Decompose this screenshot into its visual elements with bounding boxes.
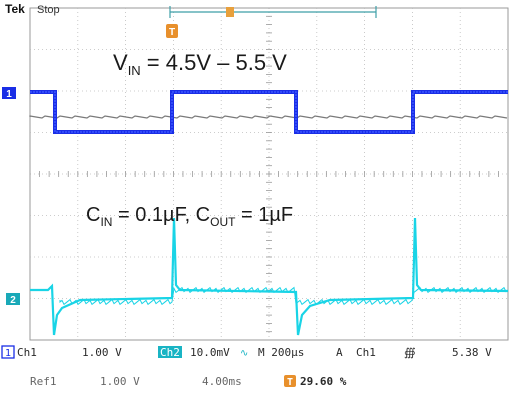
ch2-waveform (30, 217, 509, 336)
ch1-ground-marker[interactable]: 1 (2, 87, 16, 100)
acquisition-state: Stop (37, 4, 60, 16)
status-ref-scale: 1.00 V (100, 375, 140, 388)
ref1-waveform (29, 115, 508, 119)
status-trigger-source: Ch1 (356, 346, 376, 359)
record-bracket (169, 6, 377, 18)
status-trigger-position: 29.60 % (300, 375, 347, 388)
status-ch1-marker: 1 (5, 348, 11, 359)
status-trigger-pos-marker: T (287, 377, 293, 388)
status-ref-label: Ref1 (30, 375, 57, 388)
brand-logo: Tek (5, 2, 25, 16)
status-ref-time: 4.00ms (202, 375, 242, 388)
status-ch1-label: Ch1 (17, 346, 37, 359)
svg-text:T: T (169, 27, 175, 38)
ch2-ground-marker[interactable]: 2 (6, 293, 20, 306)
status-trigger-level: 5.38 V (452, 346, 492, 359)
status-ch2-label: Ch2 (160, 346, 180, 359)
status-bar: 1 Ch1 1.00 V Ch2 10.0mV ∿ M 200µs A Ch1 … (1, 345, 492, 388)
bandwidth-limit-icon: ∿ (240, 348, 248, 359)
capacitor-annotation: CIN = 0.1µF, COUT = 1µF (86, 204, 293, 229)
trigger-slope-icon: ∰ (404, 346, 416, 359)
status-ch1-scale: 1.00 V (82, 346, 122, 359)
status-ch2-scale: 10.0mV (190, 346, 230, 359)
status-timebase: M 200µs (258, 346, 304, 359)
ch1-waveform (30, 90, 508, 134)
svg-text:2: 2 (10, 295, 16, 306)
trigger-position-marker[interactable]: T (166, 24, 178, 38)
status-trigger-mode: A (336, 346, 343, 359)
svg-text:1: 1 (6, 89, 12, 100)
vin-annotation: VIN = 4.5V – 5.5 V (113, 50, 287, 78)
